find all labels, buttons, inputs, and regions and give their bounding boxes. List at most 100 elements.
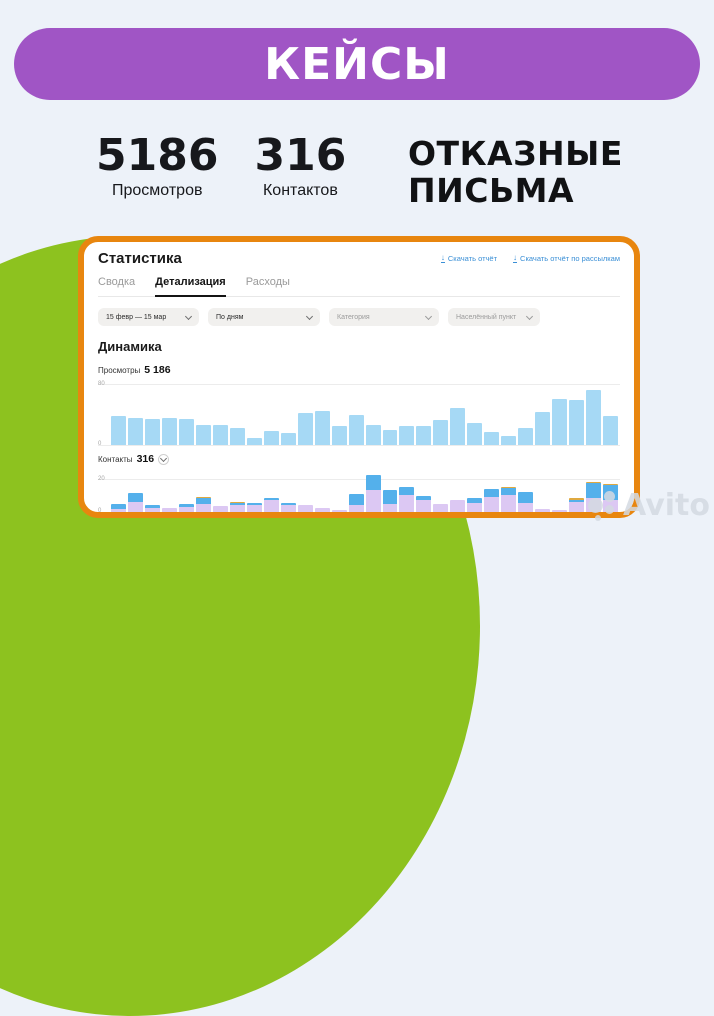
- views-metric-label: Просмотры: [98, 366, 141, 375]
- views-bar: [484, 431, 500, 445]
- views-bar: [178, 419, 194, 445]
- date-range-select[interactable]: 15 февр — 15 мар: [98, 308, 199, 326]
- statistics-tabs: Сводка Детализация Расходы: [98, 276, 620, 297]
- views-bar: [518, 427, 534, 445]
- contacts-bar: [161, 507, 177, 512]
- views-bar: [331, 426, 347, 445]
- contacts-bar: [399, 486, 415, 512]
- views-bar: [195, 424, 211, 445]
- contacts-bar: [195, 496, 211, 512]
- contacts-stat-value: 316: [254, 130, 347, 181]
- filters-row: 15 февр — 15 мар По дням Категория Насел…: [98, 308, 620, 326]
- download-mailing-report-link[interactable]: ↓ Скачать отчёт по рассылкам: [513, 254, 620, 263]
- views-bar: [501, 435, 517, 445]
- location-select[interactable]: Населённый пункт: [448, 308, 540, 326]
- chevron-down-icon: [305, 312, 314, 320]
- views-bar: [144, 419, 160, 445]
- location-placeholder: Населённый пункт: [456, 313, 517, 321]
- contacts-bar: [212, 506, 228, 512]
- contacts-bar: [348, 494, 364, 512]
- contacts-stat: 316 Контактов: [254, 130, 347, 200]
- contacts-metric: Контакты 316: [98, 453, 620, 465]
- contacts-stat-label: Контактов: [262, 182, 338, 200]
- contacts-bar: [433, 504, 449, 512]
- category-select[interactable]: Категория: [329, 308, 439, 326]
- tab-detalizaciya[interactable]: Детализация: [155, 276, 226, 297]
- contacts-expand-button[interactable]: [158, 453, 170, 465]
- download-icon: ↓: [513, 253, 518, 263]
- contacts-bar: [297, 505, 313, 512]
- views-bar: [348, 414, 364, 445]
- contacts-bar: [263, 498, 279, 512]
- views-bar: [603, 415, 619, 445]
- views-ymin-label: 0: [98, 441, 102, 447]
- avito-watermark: Avito: [587, 488, 710, 523]
- contacts-bar: [450, 500, 466, 512]
- contacts-bar: [246, 502, 262, 512]
- views-bar: [127, 417, 143, 445]
- contacts-ymin-label: 0: [98, 508, 102, 514]
- download-mailing-report-label: Скачать отчёт по рассылкам: [520, 254, 620, 263]
- download-icon: ↓: [440, 253, 445, 263]
- views-ymax-label: 80: [98, 381, 105, 387]
- stats-row: 5186 Просмотров 316 Контактов: [96, 130, 347, 200]
- views-bar: [586, 389, 602, 445]
- contacts-bar: [501, 486, 517, 512]
- dynamics-title: Динамика: [98, 339, 162, 354]
- views-stat-value: 5186: [96, 130, 219, 181]
- contacts-bar: [178, 504, 194, 512]
- views-bar: [467, 423, 483, 445]
- views-bar: [297, 413, 313, 445]
- avito-logo-icon: [587, 489, 621, 523]
- contacts-chart: 20 0: [98, 469, 620, 514]
- views-bar: [212, 424, 228, 445]
- contacts-bar: [552, 510, 568, 512]
- views-bar: [552, 399, 568, 445]
- chevron-down-icon: [525, 312, 534, 320]
- views-stat-label: Просмотров: [112, 182, 203, 200]
- banner-title: КЕЙСЫ: [264, 38, 450, 90]
- views-bar: [416, 425, 432, 445]
- contacts-bar: [484, 489, 500, 512]
- views-bar: [111, 415, 126, 445]
- views-bar: [382, 430, 398, 445]
- contacts-bar: [467, 497, 483, 512]
- views-bar: [161, 417, 177, 445]
- statistics-title: Статистика: [98, 250, 182, 267]
- contacts-bar: [382, 489, 398, 512]
- contacts-bar: [569, 498, 585, 512]
- contacts-bar: [144, 505, 160, 512]
- views-bar: [433, 420, 449, 445]
- cases-banner: КЕЙСЫ: [14, 28, 700, 100]
- contacts-bar: [229, 501, 245, 512]
- statistics-card: Статистика ↓ Скачать отчёт ↓ Скачать отч…: [78, 236, 640, 518]
- contacts-bar: [314, 507, 330, 512]
- views-bar: [450, 407, 466, 445]
- statistics-header: Статистика ↓ Скачать отчёт ↓ Скачать отч…: [98, 250, 620, 267]
- views-bar: [229, 427, 245, 445]
- contacts-bar: [535, 509, 551, 512]
- views-metric: Просмотры 5 186: [98, 364, 620, 376]
- download-report-link[interactable]: ↓ Скачать отчёт: [440, 253, 498, 263]
- contacts-bar: [127, 493, 143, 512]
- contacts-bar: [331, 510, 347, 512]
- views-metric-value: 5 186: [144, 364, 171, 376]
- download-report-label: Скачать отчёт: [447, 254, 498, 263]
- granularity-value: По дням: [216, 313, 244, 321]
- case-headline-line2: ПИСЬМА: [408, 170, 574, 210]
- contacts-bar: [416, 495, 432, 512]
- tab-rashody[interactable]: Расходы: [245, 276, 290, 288]
- contacts-metric-value: 316: [136, 453, 155, 465]
- tab-svodka[interactable]: Сводка: [98, 276, 136, 288]
- chevron-down-icon: [184, 312, 193, 320]
- category-placeholder: Категория: [337, 313, 370, 321]
- chevron-down-icon: [424, 312, 433, 320]
- views-bar: [314, 410, 330, 445]
- views-bar: [280, 432, 296, 445]
- granularity-select[interactable]: По дням: [208, 308, 320, 326]
- views-chart: 80 0: [98, 380, 620, 447]
- contacts-bar: [280, 502, 296, 512]
- views-bar: [399, 426, 415, 445]
- avito-watermark-text: Avito: [623, 488, 710, 523]
- contacts-ymax-label: 20: [98, 476, 105, 482]
